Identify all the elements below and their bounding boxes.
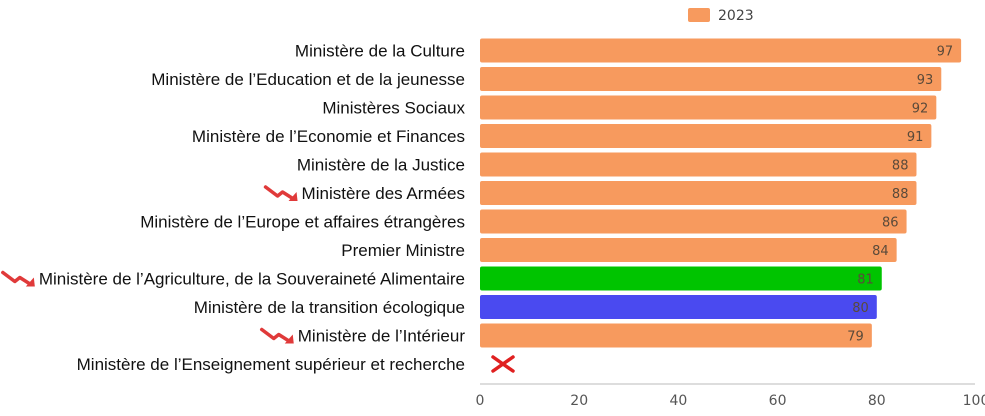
bar <box>480 323 872 348</box>
bar-value-label: 93 <box>917 73 934 88</box>
bar-value-label: 97 <box>937 45 954 60</box>
bar <box>480 38 962 63</box>
trend-down-icon <box>1 270 35 287</box>
category-label: Premier Ministre <box>341 241 465 260</box>
bar-value-label: 80 <box>852 301 869 316</box>
x-tick-label: 0 <box>476 393 485 409</box>
category-label: Ministère de l’Enseignement supérieur et… <box>77 355 465 374</box>
category-label: Ministère de l’Economie et Finances <box>192 127 465 146</box>
bar <box>480 238 897 262</box>
bar-value-label: 92 <box>912 102 929 117</box>
bar-value-label: 79 <box>847 330 864 345</box>
bar <box>480 209 907 234</box>
category-label: Ministère de l’Education et de la jeunes… <box>151 70 465 89</box>
bar <box>480 266 882 291</box>
category-label: Ministères Sociaux <box>322 99 465 118</box>
bar-value-label: 91 <box>907 130 924 145</box>
category-label: Ministère de la Justice <box>297 156 465 175</box>
legend-label: 2023 <box>718 8 754 24</box>
missing-value-cross-icon <box>491 355 515 373</box>
bar-value-label: 88 <box>892 187 909 202</box>
category-label: Ministère de la Culture <box>295 42 465 61</box>
bar-value-label: 88 <box>892 159 909 174</box>
x-tick-label: 100 <box>963 393 985 409</box>
bar <box>480 152 917 177</box>
trend-down-icon <box>263 185 298 201</box>
legend-swatch <box>688 8 710 22</box>
x-tick-label: 20 <box>570 393 588 409</box>
bar <box>480 67 942 91</box>
bar <box>480 295 877 319</box>
bar-value-label: 84 <box>872 244 889 259</box>
category-label: Ministère de l’Intérieur <box>298 327 466 346</box>
trend-down-icon <box>260 327 294 344</box>
bar-value-label: 86 <box>882 216 899 231</box>
x-tick-label: 40 <box>669 393 687 409</box>
bar <box>480 95 937 120</box>
bars-group <box>480 38 962 348</box>
bar <box>480 181 917 205</box>
category-label: Ministère de la transition écologique <box>194 298 465 317</box>
bar <box>480 124 932 148</box>
category-labels-group: Ministère de la Culture Ministère de l’Ed… <box>39 42 466 375</box>
category-label: Ministère de l’Agriculture, de la Souver… <box>39 270 465 289</box>
x-tick-labels-group: 0 20 40 60 80 100 <box>476 393 985 409</box>
legend: 2023 <box>688 8 754 24</box>
x-tick-label: 80 <box>868 393 886 409</box>
x-tick-label: 60 <box>769 393 787 409</box>
category-label: Ministère des Armées <box>302 184 465 203</box>
markers-group <box>1 185 515 373</box>
bar-value-label: 81 <box>857 273 874 288</box>
category-label: Ministère de l’Europe et affaires étrang… <box>140 213 465 232</box>
